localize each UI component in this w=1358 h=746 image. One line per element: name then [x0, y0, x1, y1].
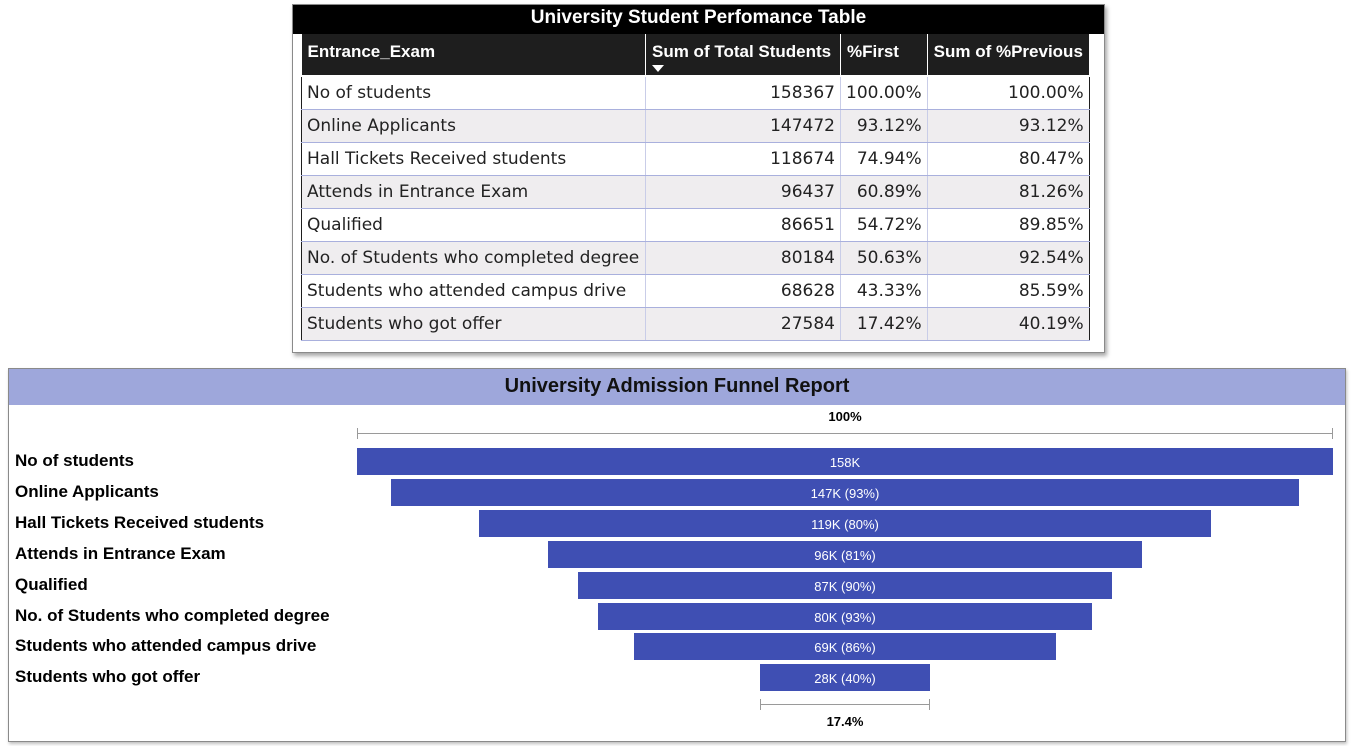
cell-entrance-exam: No of students — [301, 75, 646, 110]
table-header-row: Entrance_Exam Sum of Total Students %Fir… — [301, 34, 1090, 77]
funnel-bottom-ruler-right-tick — [929, 699, 930, 710]
header-percent-first[interactable]: %First — [840, 34, 928, 77]
funnel-bar-data-label: 96K (81%) — [814, 547, 876, 563]
funnel-category-label: Attends in Entrance Exam — [15, 543, 226, 563]
funnel-bar-data-label: 69K (86%) — [814, 640, 876, 656]
cell-percent-previous: 80.47% — [927, 142, 1090, 176]
table-row[interactable]: Online Applicants 147472 93.12% 93.12% — [301, 109, 1090, 143]
performance-table: Entrance_Exam Sum of Total Students %Fir… — [301, 34, 1090, 341]
cell-percent-previous: 89.85% — [927, 208, 1090, 242]
cell-percent-first: 50.63% — [840, 241, 928, 275]
funnel-top-ruler-right-tick — [1332, 428, 1333, 439]
cell-total-students: 27584 — [645, 307, 841, 341]
table-row[interactable]: Students who got offer 27584 17.42% 40.19% — [301, 307, 1090, 341]
funnel-bar[interactable]: 147K (93%) — [390, 478, 1300, 506]
cell-entrance-exam: Online Applicants — [301, 109, 646, 143]
funnel-bar[interactable]: 96K (81%) — [547, 540, 1143, 568]
cell-percent-previous: 100.00% — [927, 75, 1090, 110]
cell-percent-previous: 85.59% — [927, 274, 1090, 308]
cell-entrance-exam: No. of Students who completed degree — [301, 241, 646, 275]
cell-total-students: 158367 — [645, 75, 841, 110]
table-row[interactable]: No. of Students who completed degree 8018… — [301, 241, 1090, 275]
funnel-bar-data-label: 119K (80%) — [811, 516, 879, 532]
funnel-bar[interactable]: 119K (80%) — [479, 509, 1211, 537]
funnel-category-label: No. of Students who completed degree — [15, 605, 330, 625]
cell-percent-first: 74.94% — [840, 142, 928, 176]
header-sum-total-students-label: Sum of Total Students — [652, 42, 832, 61]
funnel-bar-data-label: 28K (40%) — [814, 671, 876, 687]
funnel-category-label: Students who attended campus drive — [15, 636, 317, 656]
sort-descending-icon — [652, 65, 664, 72]
funnel-chart-visual: University Admission Funnel Report 100% … — [8, 368, 1346, 742]
funnel-bar[interactable]: 69K (86%) — [633, 633, 1057, 661]
table-row[interactable]: Students who attended campus drive 68628 4… — [301, 274, 1090, 308]
cell-total-students: 147472 — [645, 109, 841, 143]
funnel-bar-data-label: 158K — [829, 455, 861, 470]
funnel-bottom-ruler — [760, 704, 930, 705]
cell-percent-previous: 81.26% — [927, 175, 1090, 209]
cell-total-students: 80184 — [645, 241, 841, 275]
cell-total-students: 68628 — [645, 274, 841, 308]
funnel-bar[interactable]: 28K (40%) — [760, 664, 930, 692]
funnel-top-percent-label: 100% — [828, 409, 862, 424]
cell-entrance-exam: Students who attended campus drive — [301, 274, 646, 308]
funnel-top-ruler — [357, 433, 1333, 434]
cell-percent-previous: 92.54% — [927, 241, 1090, 275]
table-title: University Student Perfomance Table — [293, 5, 1104, 34]
funnel-bottom-ruler-left-tick — [760, 699, 761, 710]
cell-percent-previous: 93.12% — [927, 109, 1090, 143]
performance-table-visual: University Student Perfomance Table Entr… — [292, 4, 1105, 353]
table-row[interactable]: Qualified 86651 54.72% 89.85% — [301, 208, 1090, 242]
table-row[interactable]: Hall Tickets Received students 118674 74.9… — [301, 142, 1090, 176]
header-sum-total-students[interactable]: Sum of Total Students — [645, 34, 841, 77]
cell-percent-first: 17.42% — [840, 307, 928, 341]
cell-total-students: 96437 — [645, 175, 841, 209]
funnel-bar-data-label: 147K (93%) — [810, 485, 880, 501]
cell-entrance-exam: Attends in Entrance Exam — [301, 175, 646, 209]
header-entrance-exam[interactable]: Entrance_Exam — [301, 34, 646, 77]
cell-percent-previous: 40.19% — [927, 307, 1090, 341]
funnel-bar-data-label: 87K (90%) — [814, 578, 876, 594]
cell-total-students: 86651 — [645, 208, 841, 242]
header-sum-percent-previous[interactable]: Sum of %Previous — [927, 34, 1090, 77]
cell-entrance-exam: Hall Tickets Received students — [301, 142, 646, 176]
funnel-bottom-percent-label: 17.4% — [826, 714, 864, 729]
funnel-category-label: No of students — [15, 451, 134, 470]
funnel-bar-data-label: 80K (93%) — [814, 609, 876, 625]
cell-entrance-exam: Qualified — [301, 208, 646, 242]
funnel-bar[interactable]: 87K (90%) — [577, 571, 1112, 599]
funnel-category-label: Qualified — [15, 574, 88, 594]
cell-percent-first: 93.12% — [840, 109, 928, 143]
funnel-bar[interactable]: 158K — [357, 448, 1333, 475]
cell-percent-first: 100.00% — [840, 75, 928, 110]
cell-percent-first: 60.89% — [840, 175, 928, 209]
table-row[interactable]: No of students 158367 100.00% 100.00% — [301, 75, 1090, 110]
funnel-top-ruler-left-tick — [357, 428, 358, 439]
funnel-bar[interactable]: 80K (93%) — [597, 602, 1093, 630]
cell-percent-first: 54.72% — [840, 208, 928, 242]
funnel-category-label: Students who got offer — [15, 667, 201, 687]
cell-percent-first: 43.33% — [840, 274, 928, 308]
table-body: No of students 158367 100.00% 100.00% Online… — [301, 75, 1090, 341]
cell-entrance-exam: Students who got offer — [301, 307, 646, 341]
funnel-category-label: Hall Tickets Received students — [15, 512, 265, 532]
cell-total-students: 118674 — [645, 142, 841, 176]
funnel-category-label: Online Applicants — [15, 481, 159, 501]
table-row[interactable]: Attends in Entrance Exam 96437 60.89% 81.26… — [301, 175, 1090, 209]
funnel-title: University Admission Funnel Report — [9, 369, 1345, 405]
